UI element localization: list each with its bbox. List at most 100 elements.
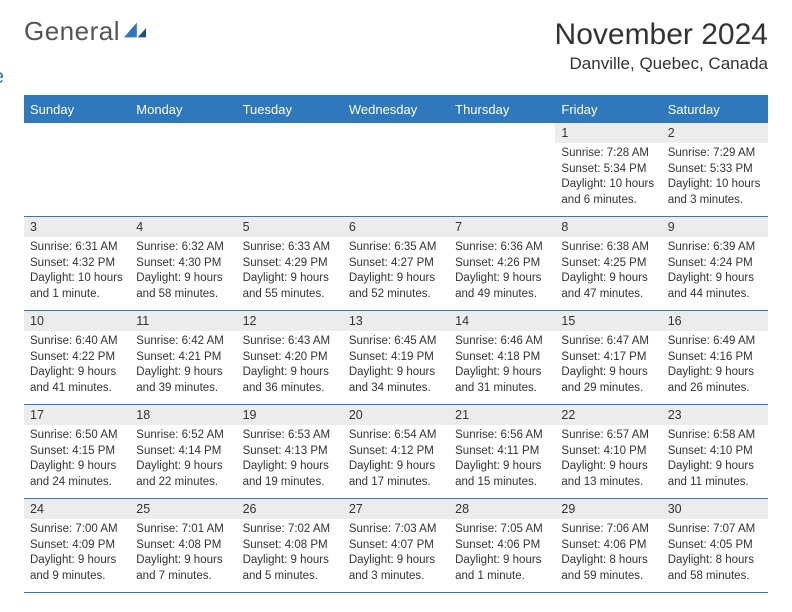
day-detail-cell: Sunrise: 6:52 AMSunset: 4:14 PMDaylight:… [130, 425, 236, 499]
day-detail-cell: Sunrise: 6:42 AMSunset: 4:21 PMDaylight:… [130, 331, 236, 405]
day-detail-cell: Sunrise: 6:47 AMSunset: 4:17 PMDaylight:… [555, 331, 661, 405]
sunrise-text: Sunrise: 6:50 AM [30, 428, 124, 444]
day-number-cell: 2 [662, 123, 768, 143]
daylight-text: Daylight: 9 hours and 9 minutes. [30, 553, 124, 584]
sunset-text: Sunset: 4:07 PM [349, 538, 443, 554]
sunrise-text: Sunrise: 7:28 AM [561, 146, 655, 162]
day-detail-cell: Sunrise: 6:56 AMSunset: 4:11 PMDaylight:… [449, 425, 555, 499]
day-number-cell: 15 [555, 311, 661, 332]
location-subtitle: Danville, Quebec, Canada [555, 54, 768, 74]
sunrise-text: Sunrise: 6:45 AM [349, 334, 443, 350]
day-detail-cell: Sunrise: 7:00 AMSunset: 4:09 PMDaylight:… [24, 519, 130, 593]
day-number-cell: 9 [662, 217, 768, 238]
day-number-cell [449, 123, 555, 143]
day-detail-cell [24, 143, 130, 217]
daylight-text: Daylight: 9 hours and 55 minutes. [243, 271, 337, 302]
daylight-text: Daylight: 9 hours and 3 minutes. [349, 553, 443, 584]
day-number-cell: 7 [449, 217, 555, 238]
sunset-text: Sunset: 4:16 PM [668, 350, 762, 366]
sunrise-text: Sunrise: 6:31 AM [30, 240, 124, 256]
sunset-text: Sunset: 4:32 PM [30, 256, 124, 272]
sunrise-text: Sunrise: 6:42 AM [136, 334, 230, 350]
day-number-cell: 5 [237, 217, 343, 238]
day-detail-cell: Sunrise: 6:50 AMSunset: 4:15 PMDaylight:… [24, 425, 130, 499]
sunrise-text: Sunrise: 7:03 AM [349, 522, 443, 538]
day-detail-cell: Sunrise: 6:45 AMSunset: 4:19 PMDaylight:… [343, 331, 449, 405]
month-title: November 2024 [555, 18, 768, 52]
day-number-cell: 1 [555, 123, 661, 143]
daylight-text: Daylight: 9 hours and 22 minutes. [136, 459, 230, 490]
sunrise-text: Sunrise: 6:32 AM [136, 240, 230, 256]
week-daynum-row: 3456789 [24, 217, 768, 238]
day-number-cell: 16 [662, 311, 768, 332]
weekday-header: Monday [130, 96, 236, 123]
day-number-cell: 21 [449, 405, 555, 426]
sunrise-text: Sunrise: 7:01 AM [136, 522, 230, 538]
sunrise-text: Sunrise: 7:00 AM [30, 522, 124, 538]
sunset-text: Sunset: 4:21 PM [136, 350, 230, 366]
day-number-cell: 10 [24, 311, 130, 332]
daylight-text: Daylight: 9 hours and 17 minutes. [349, 459, 443, 490]
day-number-cell [237, 123, 343, 143]
day-number-cell: 30 [662, 499, 768, 520]
day-detail-cell: Sunrise: 7:03 AMSunset: 4:07 PMDaylight:… [343, 519, 449, 593]
sunset-text: Sunset: 4:10 PM [668, 444, 762, 460]
day-number-cell: 29 [555, 499, 661, 520]
daylight-text: Daylight: 9 hours and 34 minutes. [349, 365, 443, 396]
day-detail-cell: Sunrise: 6:31 AMSunset: 4:32 PMDaylight:… [24, 237, 130, 311]
day-number-cell: 22 [555, 405, 661, 426]
sunset-text: Sunset: 4:27 PM [349, 256, 443, 272]
page-header: General Blue November 2024 Danville, Que… [24, 18, 768, 89]
day-number-cell [24, 123, 130, 143]
day-detail-cell: Sunrise: 7:06 AMSunset: 4:06 PMDaylight:… [555, 519, 661, 593]
sunrise-text: Sunrise: 7:06 AM [561, 522, 655, 538]
day-number-cell: 26 [237, 499, 343, 520]
day-detail-cell: Sunrise: 7:02 AMSunset: 4:08 PMDaylight:… [237, 519, 343, 593]
daylight-text: Daylight: 9 hours and 49 minutes. [455, 271, 549, 302]
brand-name-bottom: Blue [0, 66, 120, 89]
day-detail-cell: Sunrise: 6:33 AMSunset: 4:29 PMDaylight:… [237, 237, 343, 311]
daylight-text: Daylight: 9 hours and 7 minutes. [136, 553, 230, 584]
day-number-cell [130, 123, 236, 143]
daylight-text: Daylight: 9 hours and 24 minutes. [30, 459, 124, 490]
sunset-text: Sunset: 5:34 PM [561, 162, 655, 178]
daylight-text: Daylight: 9 hours and 13 minutes. [561, 459, 655, 490]
daylight-text: Daylight: 9 hours and 1 minute. [455, 553, 549, 584]
sunrise-text: Sunrise: 6:39 AM [668, 240, 762, 256]
weekday-header: Sunday [24, 96, 130, 123]
sunset-text: Sunset: 5:33 PM [668, 162, 762, 178]
weekday-header: Friday [555, 96, 661, 123]
sunrise-text: Sunrise: 6:35 AM [349, 240, 443, 256]
day-number-cell: 24 [24, 499, 130, 520]
day-detail-cell: Sunrise: 6:49 AMSunset: 4:16 PMDaylight:… [662, 331, 768, 405]
day-number-cell: 27 [343, 499, 449, 520]
day-number-cell: 6 [343, 217, 449, 238]
daylight-text: Daylight: 8 hours and 58 minutes. [668, 553, 762, 584]
sunset-text: Sunset: 4:06 PM [455, 538, 549, 554]
day-detail-cell: Sunrise: 7:01 AMSunset: 4:08 PMDaylight:… [130, 519, 236, 593]
sunrise-text: Sunrise: 7:29 AM [668, 146, 762, 162]
week-detail-row: Sunrise: 6:40 AMSunset: 4:22 PMDaylight:… [24, 331, 768, 405]
sunset-text: Sunset: 4:09 PM [30, 538, 124, 554]
day-number-cell: 12 [237, 311, 343, 332]
day-detail-cell: Sunrise: 6:53 AMSunset: 4:13 PMDaylight:… [237, 425, 343, 499]
day-number-cell: 3 [24, 217, 130, 238]
sunset-text: Sunset: 4:22 PM [30, 350, 124, 366]
sunset-text: Sunset: 4:19 PM [349, 350, 443, 366]
day-detail-cell [449, 143, 555, 217]
sunrise-text: Sunrise: 7:05 AM [455, 522, 549, 538]
sunrise-text: Sunrise: 6:54 AM [349, 428, 443, 444]
sunset-text: Sunset: 4:10 PM [561, 444, 655, 460]
sunrise-text: Sunrise: 6:33 AM [243, 240, 337, 256]
sunset-text: Sunset: 4:26 PM [455, 256, 549, 272]
day-number-cell: 17 [24, 405, 130, 426]
calendar-page: { "brand": { "name_top": "General", "nam… [0, 0, 792, 612]
day-detail-cell [130, 143, 236, 217]
week-detail-row: Sunrise: 7:28 AMSunset: 5:34 PMDaylight:… [24, 143, 768, 217]
day-number-cell: 28 [449, 499, 555, 520]
sunset-text: Sunset: 4:15 PM [30, 444, 124, 460]
day-detail-cell: Sunrise: 6:57 AMSunset: 4:10 PMDaylight:… [555, 425, 661, 499]
daylight-text: Daylight: 9 hours and 44 minutes. [668, 271, 762, 302]
week-detail-row: Sunrise: 6:50 AMSunset: 4:15 PMDaylight:… [24, 425, 768, 499]
day-number-cell: 23 [662, 405, 768, 426]
